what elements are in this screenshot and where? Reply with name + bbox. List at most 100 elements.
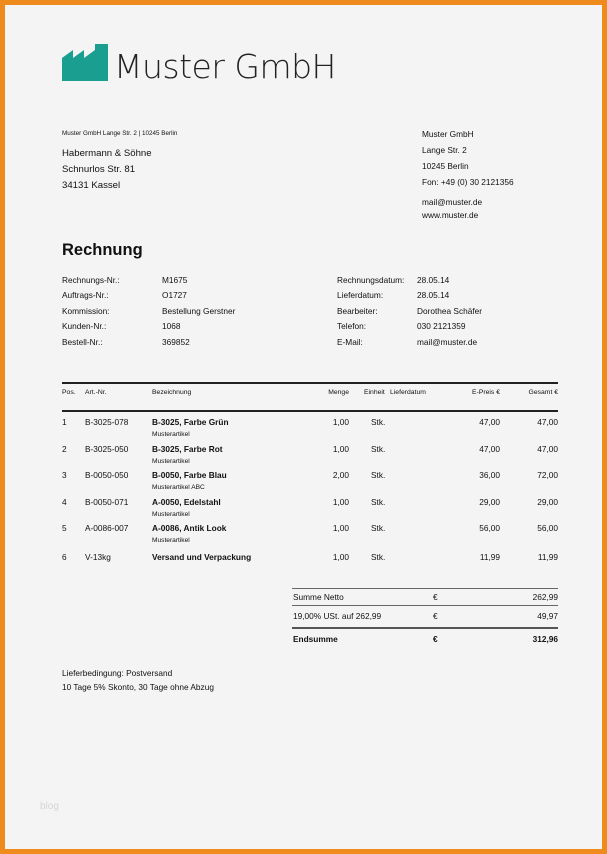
cell-bez: A-0050, Edelstahl bbox=[152, 497, 221, 507]
cell-sub: Musterartikel bbox=[152, 511, 190, 518]
cell-pos: 2 bbox=[62, 444, 67, 454]
cell-gesamt: 47,00 bbox=[537, 444, 558, 454]
info-value: 1068 bbox=[162, 321, 181, 331]
cell-gesamt: 11,99 bbox=[537, 552, 558, 562]
total-currency: € bbox=[433, 611, 438, 621]
info-label: Bestell-Nr.: bbox=[62, 337, 103, 347]
cell-pos: 3 bbox=[62, 470, 67, 480]
cell-bez: A-0086, Antik Look bbox=[152, 523, 227, 533]
recipient-line: Schnurlos Str. 81 bbox=[62, 164, 136, 175]
cell-pos: 1 bbox=[62, 417, 67, 427]
info-value: 369852 bbox=[162, 337, 190, 347]
cell-bez: B-3025, Farbe Rot bbox=[152, 444, 223, 454]
cell-einheit: Stk. bbox=[371, 523, 386, 533]
cell-einheit: Stk. bbox=[371, 470, 386, 480]
cell-menge: 1,00 bbox=[332, 444, 349, 454]
cell-sub: Musterartikel bbox=[152, 458, 190, 465]
header-epreis: E-Preis € bbox=[472, 389, 500, 396]
cell-einheit: Stk. bbox=[371, 497, 386, 507]
cell-menge: 2,00 bbox=[332, 470, 349, 480]
cell-epreis: 47,00 bbox=[479, 417, 500, 427]
sender-line: Muster GmbH Lange Str. 2 | 10245 Berlin bbox=[62, 130, 178, 137]
cell-bez: B-0050, Farbe Blau bbox=[152, 470, 227, 480]
cell-epreis: 47,00 bbox=[479, 444, 500, 454]
table-top-rule bbox=[62, 382, 558, 384]
header-gesamt: Gesamt € bbox=[528, 389, 558, 396]
cell-gesamt: 72,00 bbox=[537, 470, 558, 480]
company-line: 10245 Berlin bbox=[422, 161, 469, 171]
totals-rule bbox=[292, 627, 558, 629]
cell-menge: 1,00 bbox=[332, 523, 349, 533]
header-einheit: Einheit bbox=[364, 389, 385, 396]
cell-gesamt: 56,00 bbox=[537, 523, 558, 533]
cell-art: A-0086-007 bbox=[85, 523, 129, 533]
company-line: Fon: +49 (0) 30 2121356 bbox=[422, 177, 514, 187]
cell-gesamt: 29,00 bbox=[537, 497, 558, 507]
cell-art: V-13kg bbox=[85, 552, 111, 562]
info-value: 030 2121359 bbox=[417, 321, 466, 331]
cell-art: B-0050-050 bbox=[85, 470, 129, 480]
cell-gesamt: 47,00 bbox=[537, 417, 558, 427]
cell-menge: 1,00 bbox=[332, 552, 349, 562]
company-logo-text: Muster GmbH bbox=[114, 47, 336, 86]
info-label: E-Mail: bbox=[337, 337, 363, 347]
payment-terms: 10 Tage 5% Skonto, 30 Tage ohne Abzug bbox=[62, 682, 214, 692]
info-label: Auftrags-Nr.: bbox=[62, 290, 109, 300]
info-value: M1675 bbox=[162, 275, 188, 285]
info-label: Lieferdatum: bbox=[337, 290, 384, 300]
cell-menge: 1,00 bbox=[332, 497, 349, 507]
cell-sub: Musterartikel ABC bbox=[152, 484, 205, 491]
cell-art: B-3025-050 bbox=[85, 444, 129, 454]
info-value: 28.05.14 bbox=[417, 275, 450, 285]
cell-einheit: Stk. bbox=[371, 417, 386, 427]
info-value: Dorothea Schäfer bbox=[417, 306, 483, 316]
cell-pos: 6 bbox=[62, 552, 67, 562]
cell-bez: B-3025, Farbe Grün bbox=[152, 417, 229, 427]
company-line: Muster GmbH bbox=[422, 129, 474, 139]
delivery-terms: Lieferbedingung: Postversand bbox=[62, 668, 173, 678]
cell-menge: 1,00 bbox=[332, 417, 349, 427]
header-bez: Bezeichnung bbox=[152, 389, 192, 396]
header-menge: Menge bbox=[328, 389, 349, 396]
cell-einheit: Stk. bbox=[371, 552, 386, 562]
total-label: Summe Netto bbox=[293, 592, 344, 602]
cell-epreis: 36,00 bbox=[479, 470, 500, 480]
totals-rule bbox=[292, 588, 558, 589]
info-label: Bearbeiter: bbox=[337, 306, 378, 316]
cell-sub: Musterartikel bbox=[152, 431, 190, 438]
total-currency: € bbox=[433, 634, 438, 644]
header-art: Art.-Nr. bbox=[85, 389, 107, 396]
watermark: blog bbox=[40, 801, 59, 812]
recipient-line: Habermann & Söhne bbox=[62, 148, 152, 159]
cell-epreis: 56,00 bbox=[479, 523, 500, 533]
header-lieferdatum: Lieferdatum bbox=[390, 389, 426, 396]
total-value: 312,96 bbox=[532, 634, 558, 644]
cell-epreis: 29,00 bbox=[479, 497, 500, 507]
company-mail: mail@muster.de bbox=[422, 197, 483, 207]
cell-bez: Versand und Verpackung bbox=[152, 552, 252, 562]
info-value: 28.05.14 bbox=[417, 290, 450, 300]
cell-art: B-0050-071 bbox=[85, 497, 129, 507]
total-currency: € bbox=[433, 592, 438, 602]
cell-pos: 5 bbox=[62, 523, 67, 533]
info-label: Rechnungsdatum: bbox=[337, 275, 405, 285]
document-title: Rechnung bbox=[62, 241, 143, 259]
cell-einheit: Stk. bbox=[371, 444, 386, 454]
cell-art: B-3025-078 bbox=[85, 417, 129, 427]
recipient-line: 34131 Kassel bbox=[62, 180, 121, 191]
info-value: mail@muster.de bbox=[417, 337, 478, 347]
cell-pos: 4 bbox=[62, 497, 67, 507]
table-header-rule bbox=[62, 410, 558, 412]
cell-epreis: 11,99 bbox=[479, 552, 500, 562]
factory-logo-icon bbox=[62, 44, 108, 81]
company-web: www.muster.de bbox=[422, 210, 479, 220]
total-value: 49,97 bbox=[537, 611, 558, 621]
info-label: Telefon: bbox=[337, 321, 367, 331]
info-value: O1727 bbox=[162, 290, 187, 300]
total-value: 262,99 bbox=[532, 592, 558, 602]
info-value: Bestellung Gerstner bbox=[162, 306, 236, 316]
company-line: Lange Str. 2 bbox=[422, 145, 467, 155]
header-pos: Pos. bbox=[62, 389, 76, 396]
totals-rule bbox=[292, 605, 558, 606]
